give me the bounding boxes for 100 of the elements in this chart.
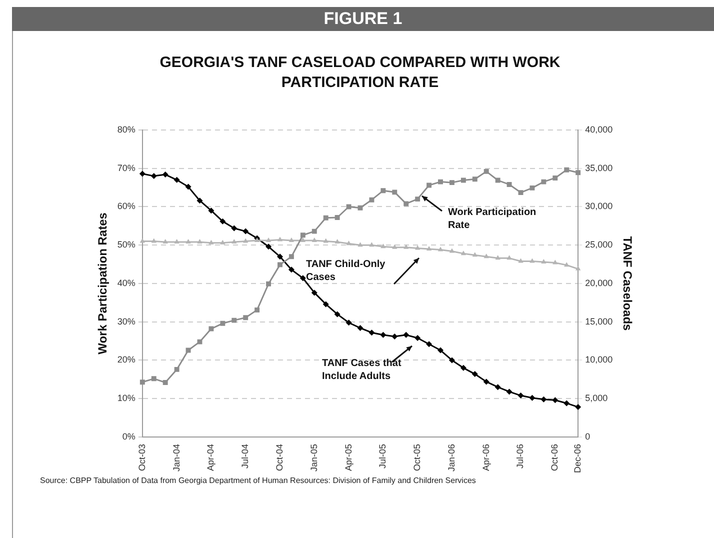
point [346, 240, 352, 246]
point [472, 371, 478, 378]
point [575, 266, 581, 270]
chart-title: GEORGIA'S TANF CASELOAD COMPARED WITH WORK PARTICIPATION RATE [158, 53, 562, 93]
point [334, 215, 340, 220]
point [311, 290, 318, 296]
point [242, 228, 249, 234]
x-tick-label: Oct-06 [550, 444, 560, 472]
series-label: Work Participation Rate [448, 206, 538, 232]
y-tick-label: 30% [117, 316, 136, 326]
point [541, 259, 546, 264]
point [140, 380, 145, 385]
point [220, 320, 226, 326]
y-tick-label: 60% [117, 201, 136, 212]
point [518, 258, 524, 263]
caption: FIGURE 1 [12, 7, 714, 31]
y-tick-label: 0% [122, 431, 136, 442]
point [540, 396, 547, 402]
y-tick-label: 70% [117, 162, 136, 173]
point [208, 240, 214, 244]
point [208, 208, 214, 214]
point [162, 172, 168, 178]
x-tick-label: Jan-06 [446, 444, 456, 472]
point [231, 225, 238, 232]
point [392, 333, 398, 340]
series-label: TANF Cases that Include Adults [322, 357, 402, 383]
point [369, 242, 374, 247]
y-tick-label: 50% [117, 240, 136, 250]
point [564, 400, 570, 406]
point [174, 176, 180, 183]
point [346, 320, 352, 326]
point [484, 254, 489, 258]
y-axis-title: Work Participation Rates [96, 212, 110, 354]
point [312, 228, 317, 234]
y-tick-label: 10% [117, 393, 136, 404]
point [208, 326, 214, 332]
point [197, 339, 202, 344]
point [437, 347, 444, 354]
point [460, 250, 466, 256]
point [254, 238, 260, 242]
point [483, 378, 490, 385]
point [334, 311, 340, 318]
y2-tick-label: 40,000 [585, 124, 613, 134]
series-label: TANF Child-Only Cases [306, 258, 386, 284]
point [460, 178, 466, 183]
point [575, 404, 582, 410]
point [449, 248, 455, 253]
point [506, 388, 512, 395]
point [403, 332, 410, 338]
point [266, 281, 271, 286]
point [162, 380, 168, 385]
point [243, 315, 248, 320]
point [277, 236, 283, 242]
point [506, 182, 512, 187]
x-tick-label: Apr-05 [343, 444, 354, 472]
point [414, 245, 420, 250]
x-tick-label: Jan-04 [171, 444, 182, 472]
point [288, 238, 294, 242]
point [288, 266, 294, 273]
point [380, 332, 386, 338]
point [312, 238, 317, 242]
y-tick-label: 40% [117, 278, 136, 288]
point [174, 239, 180, 244]
point [185, 184, 192, 190]
source-note: Source: CBPP Tabulation of Data from Georgia Department of Human Resources: Division of Family and Children Services [40, 476, 476, 485]
point [530, 185, 535, 190]
y2-tick-label: 25,000 [585, 240, 613, 250]
point [150, 173, 157, 180]
point [220, 240, 226, 244]
x-tick-label: Oct-03 [136, 444, 147, 472]
point [438, 246, 444, 252]
point [276, 254, 283, 260]
point [576, 170, 581, 176]
point [186, 239, 191, 244]
point [564, 262, 570, 267]
x-tick-label: Apr-06 [480, 444, 491, 472]
point [495, 255, 500, 260]
point [140, 238, 146, 243]
point [278, 262, 282, 268]
point [323, 238, 328, 243]
point [288, 254, 294, 260]
x-tick-label: Oct-04 [274, 444, 284, 472]
point [220, 218, 226, 224]
point [139, 170, 146, 177]
y2-tick-label: 10,000 [585, 354, 613, 365]
x-tick-label: Apr-04 [206, 444, 216, 472]
point [472, 252, 478, 257]
point [541, 179, 546, 184]
x-tick-label: Jul-06 [515, 444, 526, 469]
point [196, 198, 203, 204]
x-tick-label: Oct-05 [412, 444, 422, 472]
point [494, 384, 501, 390]
point [426, 246, 432, 250]
point [369, 197, 374, 202]
point [426, 341, 432, 348]
x-tick-label: Dec-06 [572, 444, 583, 474]
point [552, 397, 558, 404]
point [358, 205, 363, 210]
point [529, 394, 536, 401]
point [323, 215, 328, 220]
